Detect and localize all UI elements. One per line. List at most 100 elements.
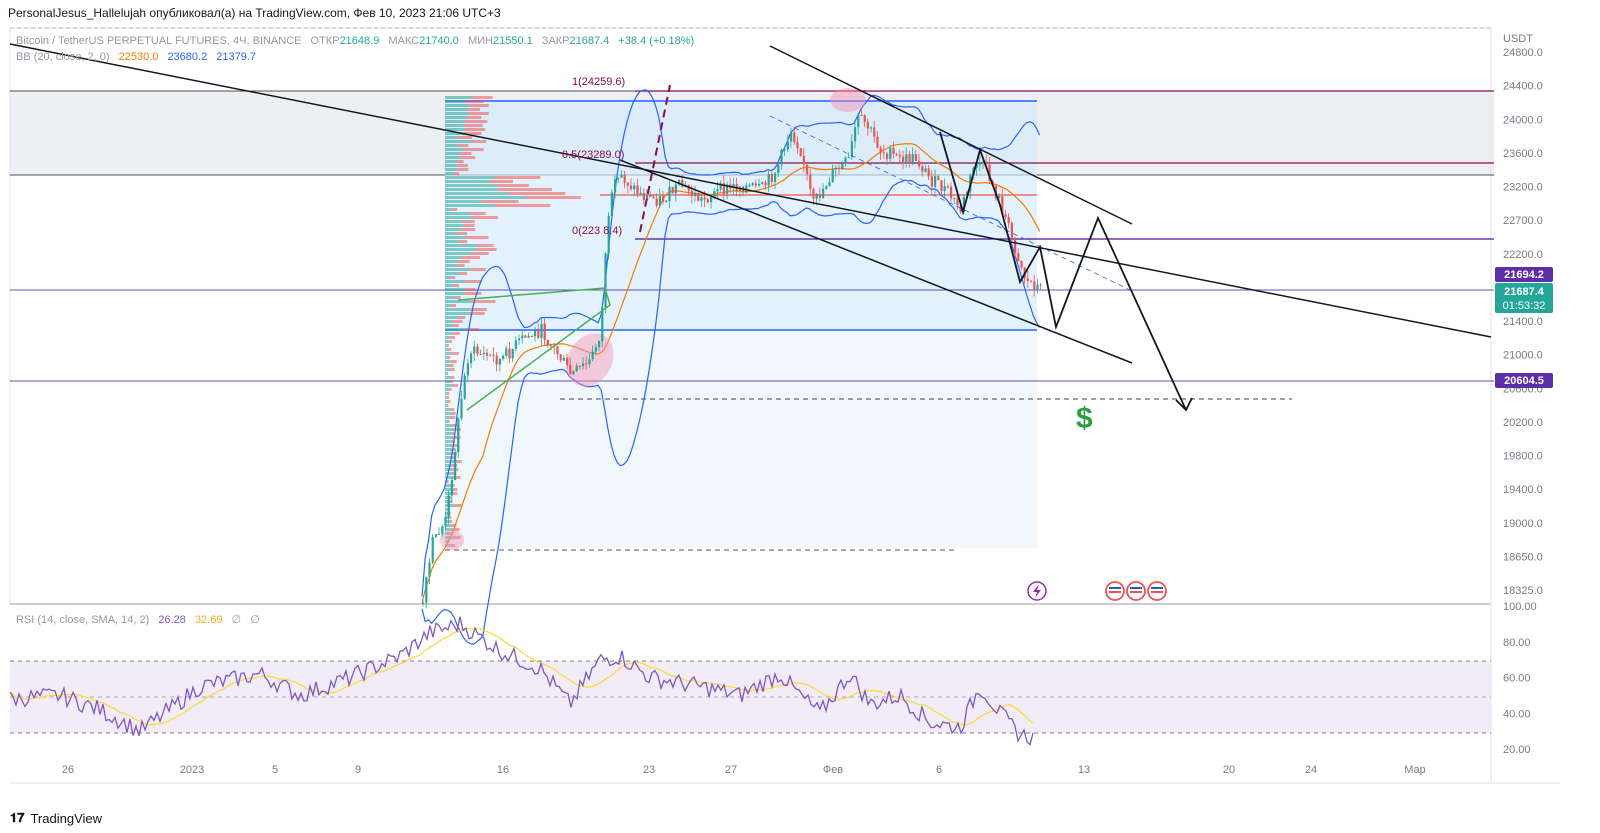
volume-profile-bar xyxy=(445,260,458,263)
volume-profile-bar xyxy=(469,268,486,271)
volume-profile-bar xyxy=(445,128,465,131)
volume-profile-bar xyxy=(445,448,452,451)
bb-basis-line xyxy=(421,142,1041,603)
price-tick-label: 21400.0 xyxy=(1503,316,1543,328)
candle-body xyxy=(607,215,610,254)
candle-body xyxy=(518,338,521,341)
volume-profile-bar xyxy=(445,436,454,439)
candle-body xyxy=(572,371,575,375)
candle-body xyxy=(1033,281,1036,290)
candle-body xyxy=(646,194,649,200)
volume-profile-bar xyxy=(464,100,484,103)
price-axis[interactable]: 24800.0 24400.0 24000.0 23600.0 23200.0 22700… xyxy=(1503,47,1543,597)
candle-body xyxy=(585,363,588,365)
volume-profile-bar xyxy=(466,328,480,331)
volume-profile-bar xyxy=(446,480,449,483)
candle-body xyxy=(658,196,661,206)
volume-profile-bar xyxy=(449,544,455,547)
volume-profile-bar xyxy=(445,508,447,511)
candle-body xyxy=(802,155,805,165)
volume-profile-bar xyxy=(445,408,450,411)
candle-body xyxy=(975,163,978,168)
candle-body xyxy=(694,192,697,196)
candle-body xyxy=(796,142,799,149)
time-axis[interactable]: 26 2023 5 9 16 23 27 Фев 6 13 20 24 Мар xyxy=(62,764,1426,776)
channel-lower[interactable] xyxy=(619,159,1133,364)
candle-body xyxy=(703,197,706,200)
candle-body xyxy=(489,354,492,356)
us-flag-event-icons[interactable] xyxy=(1105,581,1167,601)
channel-upper[interactable] xyxy=(769,45,1133,225)
price-tick-label: 19000.0 xyxy=(1503,518,1543,530)
candle-body xyxy=(652,196,655,199)
candle-body xyxy=(422,602,425,604)
candle-body xyxy=(825,186,828,189)
volume-profile-bar xyxy=(445,96,472,99)
rsi-line xyxy=(9,616,1034,746)
price-tick-label: 23200.0 xyxy=(1503,182,1543,194)
volume-profile-bar xyxy=(445,296,455,299)
candle-body xyxy=(450,479,453,496)
candle-body xyxy=(671,186,674,194)
volume-profile-bar xyxy=(445,208,452,211)
volume-profile-bar xyxy=(448,516,452,519)
volume-profile-bar xyxy=(449,380,453,383)
volume-profile-bar xyxy=(451,448,456,451)
volume-profile-bar xyxy=(471,140,487,143)
candle-body xyxy=(1014,237,1017,254)
volume-profile-bar xyxy=(461,220,475,223)
volume-profile-bar xyxy=(459,272,468,275)
price-tick-label: 24400.0 xyxy=(1503,81,1543,93)
candle-body xyxy=(857,114,860,128)
candle-body xyxy=(665,200,668,202)
volume-profile-bar xyxy=(463,148,484,151)
candle-body xyxy=(486,352,489,356)
volume-profile-bar xyxy=(454,284,460,287)
candle-body xyxy=(822,188,825,198)
volume-profile-bar xyxy=(445,240,459,243)
candle-body xyxy=(540,323,543,338)
candle-body xyxy=(543,323,546,340)
tradingview-footer[interactable]: 𝟏𝟕 TradingView xyxy=(10,810,102,826)
candle-body xyxy=(697,192,700,201)
dashed-trend-blue xyxy=(769,115,1131,291)
candle-body xyxy=(806,164,809,175)
long-trendline[interactable] xyxy=(9,43,1492,338)
candle-body xyxy=(473,346,476,354)
volume-profile-bar xyxy=(445,192,509,195)
candle-body xyxy=(636,185,639,195)
candle-body xyxy=(1007,217,1010,223)
volume-profile-bar xyxy=(448,388,452,391)
candle-body xyxy=(575,365,578,372)
volume-profile-bar xyxy=(450,376,455,379)
candle-body xyxy=(454,452,457,480)
time-tick-label: 24 xyxy=(1305,764,1317,776)
candle-body xyxy=(902,156,905,164)
volume-profile-bar xyxy=(445,312,470,315)
candle-body xyxy=(502,355,505,359)
volume-profile-bar xyxy=(446,372,449,375)
volume-profile-bar xyxy=(445,188,499,191)
candlestick-series xyxy=(422,108,1042,609)
lightning-icon[interactable] xyxy=(1027,581,1047,601)
bb-lower-line xyxy=(421,179,1041,645)
candle-body xyxy=(514,340,517,349)
candle-body xyxy=(447,495,450,518)
candle-body xyxy=(620,174,623,178)
candle-body xyxy=(476,346,479,354)
footer-label: TradingView xyxy=(30,810,103,826)
volume-profile-bar xyxy=(470,300,496,303)
candle-body xyxy=(956,197,959,206)
volume-profile-bar xyxy=(445,236,466,239)
volume-profile-bar xyxy=(445,104,470,107)
candle-body xyxy=(812,189,815,199)
volume-profile-bar xyxy=(451,432,455,435)
price-tag-21694: 21694.2 xyxy=(1495,267,1553,282)
candle-body xyxy=(783,149,786,151)
candle-body xyxy=(914,154,917,161)
fib-label-1: 1(24259.6) xyxy=(572,76,625,88)
candle-body xyxy=(1039,284,1042,286)
volume-profile-bar xyxy=(445,300,471,303)
candle-body xyxy=(732,184,735,189)
